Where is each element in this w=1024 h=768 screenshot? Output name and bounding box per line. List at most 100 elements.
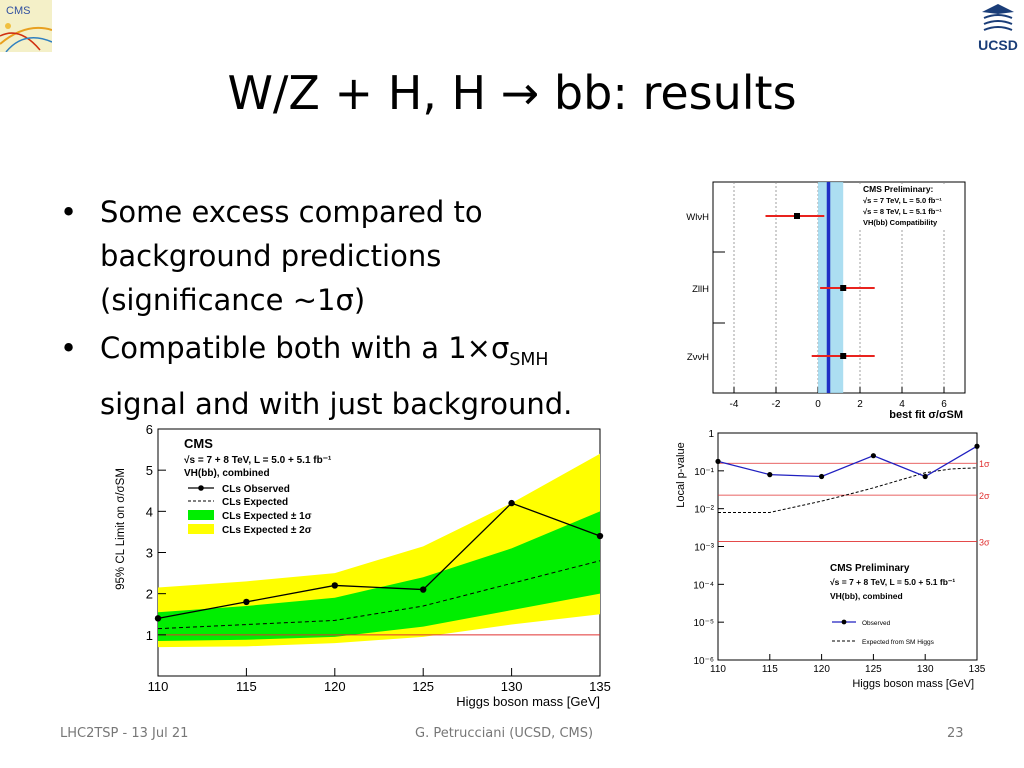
bullet-list: Some excess compared to background predi… [60, 190, 620, 430]
cms-logo: CMS [0, 0, 52, 52]
footer-author: G. Petrucciani (UCSD, CMS) [415, 726, 594, 741]
x-tick-label: 120 [813, 664, 830, 675]
legend-entry: CLs Expected [222, 497, 288, 508]
y-tick-label: 10⁻³ [694, 543, 714, 554]
observed-point [508, 499, 515, 507]
y-tick-label: 10⁻⁴ [693, 580, 714, 591]
cms-logo-text: CMS [6, 5, 30, 17]
legend-box [859, 184, 961, 228]
observed-point [154, 615, 162, 622]
y-tick-label: 5 [146, 463, 153, 478]
y-tick-label: 2 [146, 587, 153, 602]
category-label: ZllH [692, 284, 709, 295]
legend-text: √s = 7 TeV, L = 5.0 fb⁻¹ [863, 196, 942, 205]
best-fit-point [794, 213, 800, 219]
x-axis-label: Higgs boson mass [GeV] [852, 678, 974, 690]
observed-point [819, 473, 825, 480]
x-tick-label: 110 [148, 679, 169, 694]
pvalue-chart: 1σ 2σ 3σ 110 115 120 125 130 135 1 10⁻¹ 10⁻² 10⁻³ 10⁻… [672, 425, 992, 693]
best-fit-point [840, 353, 847, 359]
bullet-compatible: Compatible both with a 1×σSMH signal and… [60, 326, 620, 426]
compatibility-chart: -4 -2 0 2 4 6 WlνH ZllH ZννH CMS Preliminary: √s =… [660, 178, 970, 422]
x-axis-label: best fit σ/σSM [889, 409, 963, 421]
legend-obs-marker [841, 619, 847, 625]
y-tick-label: 10⁻² [694, 505, 714, 516]
y-tick-label: 10⁻⁵ [693, 618, 714, 629]
observed-point [715, 458, 721, 464]
x-tick-label: 2 [857, 399, 863, 410]
y-tick-label: 10⁻⁶ [693, 656, 714, 667]
observed-point [922, 473, 928, 480]
legend-2sigma-swatch [188, 524, 214, 534]
observed-point [767, 472, 773, 478]
x-tick-label: 125 [412, 679, 434, 694]
footer-event: LHC2TSP - 13 Jul 21 [60, 726, 189, 741]
x-tick-label: 115 [762, 664, 778, 675]
x-axis-label: Higgs boson mass [GeV] [456, 694, 600, 709]
expected-line [157, 560, 601, 630]
legend-1sigma-swatch [188, 510, 214, 520]
y-tick-label: 3 [146, 546, 153, 561]
category-label: ZννH [687, 352, 709, 363]
bullet-compatible-rest: signal and with just background. [100, 386, 573, 421]
observed-line [717, 445, 978, 478]
cls-limit-chart: 110 115 120 125 130 135 1 2 3 4 5 6 Higgs boson mass… [104, 421, 614, 717]
legend-energy: √s = 7 + 8 TeV, L = 5.0 + 5.1 fb⁻¹ [830, 577, 955, 587]
x-tick-label: -4 [730, 399, 739, 410]
x-tick-label: 130 [917, 664, 934, 675]
sigma-label: 2σ [979, 491, 990, 501]
legend-title: CMS Preliminary [830, 563, 910, 574]
footer-page-number: 23 [947, 726, 964, 741]
x-tick-label: 115 [236, 679, 257, 694]
legend-entry: CLs Expected ± 2σ [222, 525, 312, 536]
legend-entry: CLs Observed [222, 484, 290, 495]
sigma-label: 3σ [979, 538, 990, 548]
x-tick-label: 125 [865, 664, 882, 675]
x-tick-label: 130 [501, 679, 523, 694]
legend-box [174, 433, 424, 541]
legend-obs-label: Observed [862, 620, 891, 627]
ucsd-logo: UCSD [978, 4, 1018, 53]
legend-channel: VH(bb), combined [830, 591, 903, 601]
category-label: WlνH [686, 212, 709, 223]
x-tick-label: 4 [899, 399, 905, 410]
y-tick-label: 1 [146, 628, 153, 643]
observed-line [157, 502, 601, 620]
sigma-label: 1σ [979, 459, 990, 469]
legend-energy: √s = 7 + 8 TeV, L = 5.0 + 5.1 fb⁻¹ [184, 455, 332, 466]
legend-channel: VH(bb), combined [184, 468, 270, 479]
x-tick-label: 110 [710, 664, 726, 675]
x-tick-label: 120 [324, 679, 346, 694]
observed-point [420, 586, 427, 593]
y-tick-label: 1 [708, 429, 714, 440]
legend-entry: CLs Expected ± 1σ [222, 511, 312, 522]
observed-point [974, 443, 980, 449]
x-tick-label: 135 [589, 679, 611, 694]
observed-point [596, 532, 604, 540]
observed-point [243, 598, 250, 606]
y-tick-label: 6 [146, 422, 153, 437]
legend-title: CMS [184, 436, 213, 451]
plot-frame [717, 432, 978, 661]
legend-exp-label: Expected from SM Higgs [862, 639, 935, 646]
x-tick-label: 6 [941, 399, 947, 410]
observed-point [870, 453, 876, 459]
y-axis-label: 95% CL Limit on σ/σSM [115, 468, 127, 590]
best-fit-point [840, 285, 847, 291]
bullet-compatible-sub: SMH [509, 349, 549, 370]
slide-title: W/Z + H, H → bb: results [227, 66, 797, 120]
x-tick-label: 0 [815, 399, 821, 410]
x-tick-label: -2 [772, 399, 781, 410]
y-axis-label: Local p-value [675, 442, 687, 507]
y-tick-label: 10⁻¹ [694, 467, 714, 478]
legend-text: VH(bb) Compatibility [863, 218, 938, 227]
bullet-excess: Some excess compared to background predi… [60, 190, 620, 322]
observed-point [331, 582, 338, 589]
x-tick-label: 135 [969, 664, 986, 675]
y-tick-label: 4 [146, 504, 153, 519]
legend-obs-marker [198, 485, 204, 491]
bullet-compatible-text: Compatible both with a 1×σ [100, 331, 510, 365]
bullet-excess-text: Some excess compared to background predi… [100, 195, 483, 317]
band-1sigma [158, 511, 600, 642]
ucsd-logo-text: UCSD [978, 37, 1018, 53]
